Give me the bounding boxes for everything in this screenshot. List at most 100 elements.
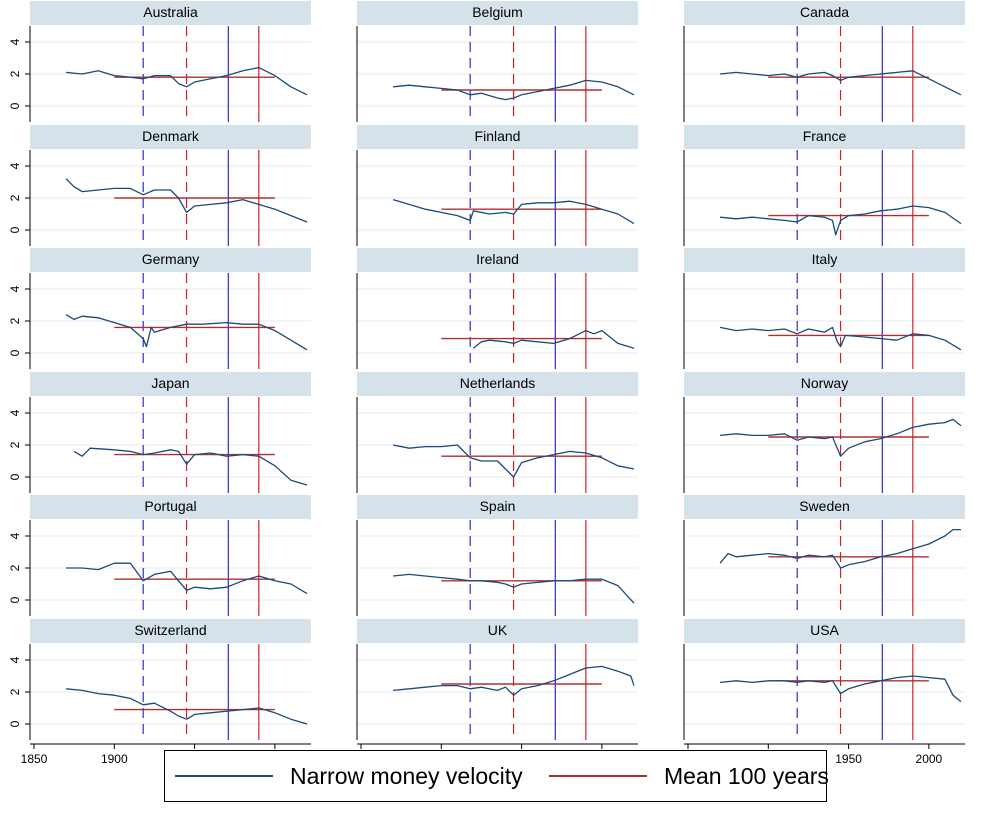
y-tick-label: 0 [8, 349, 22, 356]
panel-germany: Germany 0 2 4 [8, 248, 311, 369]
velocity-series [720, 418, 962, 457]
y-tick-label: 4 [8, 656, 22, 663]
panel-strip [684, 619, 965, 643]
legend-item-velocity: Narrow money velocity [175, 751, 523, 801]
panel-denmark: Denmark 0 2 4 [8, 125, 311, 246]
velocity-series [393, 79, 635, 101]
panel-strip [684, 1, 965, 25]
panel-strip [357, 125, 638, 149]
panel-title: Ireland [476, 251, 519, 267]
panel-strip [357, 1, 638, 25]
velocity-series [393, 665, 635, 696]
panel-title: Italy [812, 251, 838, 267]
panel-title: Denmark [142, 128, 200, 144]
panel-title: Belgium [472, 4, 523, 20]
panel-title: Spain [480, 498, 516, 514]
velocity-series [719, 326, 962, 351]
panel-france: France [683, 125, 965, 246]
panel-belgium: Belgium [356, 1, 638, 122]
y-tick-label: 2 [8, 70, 22, 77]
panel-title: Canada [800, 4, 849, 20]
y-tick-label: 2 [8, 564, 22, 571]
panel-title: Sweden [799, 498, 850, 514]
panel-strip [30, 372, 311, 396]
y-tick-label: 2 [8, 688, 22, 695]
velocity-series [392, 198, 635, 225]
y-tick-label: 2 [8, 194, 22, 201]
panel-portugal: Portugal 0 2 4 [8, 495, 311, 616]
panel-strip [30, 495, 311, 519]
velocity-series [66, 562, 308, 595]
x-tick-label: 1850 [21, 752, 48, 766]
y-tick-label: 0 [8, 720, 22, 727]
panel-spain: Spain [356, 495, 638, 616]
panel-ireland: Ireland [356, 248, 638, 369]
panel-strip [357, 372, 638, 396]
y-tick-label: 0 [8, 596, 22, 603]
velocity-series [720, 205, 962, 236]
y-tick-label: 4 [8, 532, 22, 539]
y-tick-label: 0 [8, 473, 22, 480]
velocity-series [472, 329, 635, 349]
panel-japan: Japan 0 2 4 [8, 372, 311, 493]
panel-switzerland: Switzerland0241850190019502000 [8, 619, 311, 766]
panel-italy: Italy [683, 248, 965, 369]
panel-title: UK [488, 622, 508, 638]
panel-uk: UK1850190019502000 [348, 619, 638, 766]
panel-finland: Finland [356, 125, 638, 246]
panel-title: Norway [801, 375, 848, 391]
panel-title: Portugal [144, 498, 196, 514]
y-tick-label: 0 [8, 226, 22, 233]
x-tick-label: 1950 [835, 752, 862, 766]
panel-title: Netherlands [460, 375, 536, 391]
velocity-series [720, 675, 962, 703]
y-tick-label: 4 [8, 285, 22, 292]
velocity-series [66, 688, 308, 725]
panel-strip [684, 248, 965, 272]
panel-netherlands: Netherlands [356, 372, 638, 493]
velocity-series [719, 528, 961, 569]
panel-strip [30, 248, 311, 272]
x-tick-label: 1900 [101, 752, 128, 766]
panel-title: Japan [151, 375, 189, 391]
velocity-series [65, 178, 308, 223]
legend-swatch-velocity [175, 775, 273, 777]
panel-strip [357, 619, 638, 643]
panel-strip [357, 248, 638, 272]
y-tick-label: 4 [8, 409, 22, 416]
y-tick-label: 2 [8, 317, 22, 324]
panel-canada: Canada [683, 1, 965, 122]
panel-usa: USA1850190019502000 [675, 619, 965, 766]
panel-norway: Norway [683, 372, 965, 493]
legend-label-mean: Mean 100 years [664, 762, 829, 789]
x-tick-label: 2000 [916, 752, 943, 766]
velocity-series [65, 314, 308, 351]
panel-strip [30, 125, 311, 149]
panel-title: Australia [143, 4, 198, 20]
y-tick-label: 2 [8, 441, 22, 448]
panel-strip [684, 372, 965, 396]
panel-title: Switzerland [134, 622, 206, 638]
panel-australia: Australia 0 2 4 [8, 1, 311, 122]
y-tick-label: 4 [8, 38, 22, 45]
velocity-series [720, 70, 962, 96]
panel-title: Finland [475, 128, 521, 144]
legend-item-mean: Mean 100 years [549, 751, 829, 801]
legend: Narrow money velocity Mean 100 years [164, 750, 829, 802]
y-tick-label: 4 [8, 162, 22, 169]
legend-label-velocity: Narrow money velocity [290, 762, 523, 789]
velocity-series [393, 573, 635, 604]
velocity-series [73, 447, 308, 486]
panel-title: Germany [142, 251, 200, 267]
panel-strip [684, 125, 965, 149]
legend-swatch-mean [549, 775, 647, 777]
panel-strip [357, 495, 638, 519]
panel-strip [684, 495, 965, 519]
panel-strip [30, 1, 311, 25]
panel-title: USA [810, 622, 839, 638]
velocity-series [66, 66, 308, 96]
y-tick-label: 0 [8, 102, 22, 109]
velocity-series [392, 444, 635, 478]
panel-title: France [803, 128, 847, 144]
